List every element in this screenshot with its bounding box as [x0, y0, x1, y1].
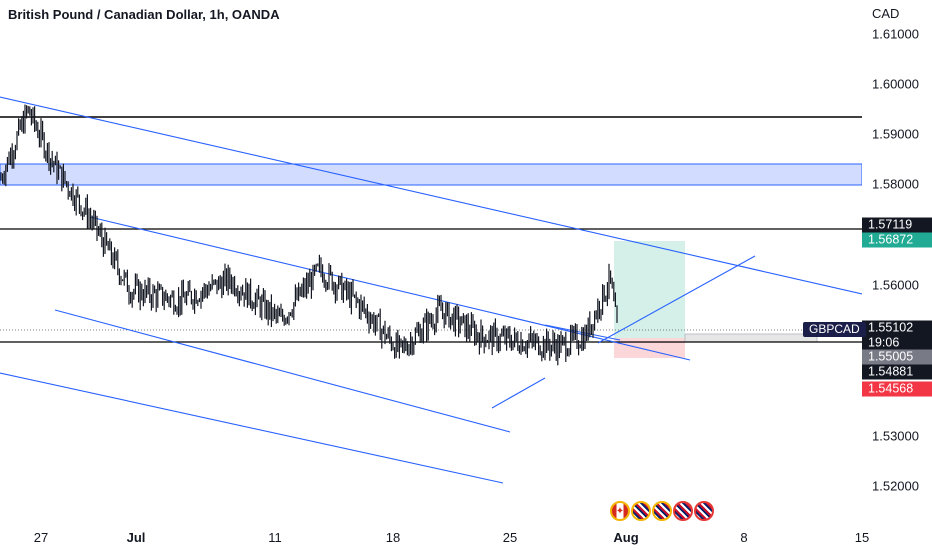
uk-flag-icon[interactable] — [652, 501, 672, 521]
trend-line — [597, 255, 756, 344]
projection-box — [684, 333, 818, 343]
uk-flag-icon[interactable] — [673, 501, 693, 521]
economic-events[interactable]: ✦ — [610, 501, 714, 523]
price-tag-support: 1.54881 — [862, 364, 932, 380]
price-tick: 1.61000 — [872, 26, 919, 42]
price-tick: 1.53000 — [872, 428, 919, 444]
price-axis-unit: CAD — [872, 6, 900, 21]
trend-line — [0, 372, 504, 484]
trend-line — [491, 377, 546, 409]
price-tick: 1.56000 — [872, 277, 919, 293]
price-tick: 1.52000 — [872, 478, 919, 494]
time-tick: 27 — [33, 530, 49, 545]
price-tag-entry: 1.55005 — [862, 349, 932, 365]
stop-zone — [614, 338, 685, 358]
chart-title: British Pound / Canadian Dollar, 1h, OAN… — [8, 7, 280, 22]
time-tick: Aug — [613, 530, 639, 545]
time-tick: 25 — [502, 530, 518, 545]
time-tick: Jul — [126, 530, 146, 545]
time-tick: 18 — [385, 530, 401, 545]
uk-flag-icon[interactable] — [694, 501, 714, 521]
trend-line — [54, 309, 511, 433]
supply-zone — [0, 163, 862, 186]
uk-flag-icon[interactable] — [631, 501, 651, 521]
time-tick: 15 — [854, 530, 870, 545]
price-tick: 1.58000 — [872, 176, 919, 192]
chart-pane[interactable]: British Pound / Canadian Dollar, 1h, OAN… — [0, 0, 862, 525]
time-tick: 11 — [268, 530, 282, 545]
time-tick: 8 — [740, 530, 748, 545]
price-tag-stop: 1.54568 — [862, 381, 932, 397]
canada-flag-icon[interactable]: ✦ — [610, 501, 630, 521]
price-tag-resistance: 1.57119 — [862, 217, 932, 233]
trend-line — [544, 324, 621, 341]
trend-line — [0, 96, 862, 295]
price-tick: 1.59000 — [872, 126, 919, 142]
price-tag-current: 1.55102 — [862, 320, 932, 336]
target-zone — [614, 241, 685, 338]
price-axis[interactable]: CAD 1.61000 1.60000 1.59000 1.58000 1.56… — [862, 0, 932, 525]
price-tag-target: 1.56872 — [862, 232, 932, 248]
chart-canvas[interactable] — [0, 0, 862, 525]
price-tag-countdown: 19:06 — [862, 335, 932, 351]
time-axis[interactable]: 27 Jul 11 18 25 Aug 8 15 — [0, 525, 932, 550]
symbol-label: GBPCAD — [803, 322, 866, 337]
price-tick: 1.60000 — [872, 76, 919, 92]
